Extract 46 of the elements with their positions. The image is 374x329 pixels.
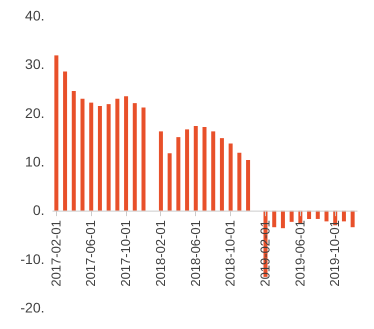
y-tick-label: -20.: [20, 300, 44, 316]
bar: [350, 210, 355, 228]
bar: [185, 129, 190, 211]
bar: [80, 98, 84, 211]
y-tick-label: 30.: [25, 56, 44, 72]
bar: [228, 144, 233, 211]
x-tick-label: 2017-10-01: [118, 220, 134, 287]
bar: [324, 210, 328, 222]
bar: [237, 152, 242, 211]
bar: [220, 138, 224, 211]
x-tick-label: 2019-02-01: [258, 220, 272, 287]
x-tick-label: 2018-02-01: [152, 220, 168, 287]
bar: [211, 131, 216, 211]
bar: [246, 160, 250, 211]
x-tick-label: 2018-10-01: [222, 220, 238, 287]
bar: [54, 55, 58, 211]
bar: [89, 102, 94, 211]
bar: [142, 107, 146, 211]
bar: [280, 210, 285, 228]
bar: [132, 103, 137, 211]
bar: [115, 98, 120, 211]
x-tick-label: 2017-02-01: [48, 220, 64, 287]
bar: [342, 210, 346, 222]
bar: [124, 96, 128, 211]
bar: [168, 153, 172, 211]
x-tick-label: 2019-10-01: [327, 220, 342, 287]
x-tick-label: 2017-06-01: [83, 220, 98, 287]
y-tick-label: 0.: [32, 202, 44, 218]
bar: [63, 71, 68, 211]
y-tick-label: 20.: [25, 104, 44, 121]
x-tick-label: 2019-06-01: [292, 220, 308, 287]
bar: [98, 106, 102, 211]
bar: [106, 104, 111, 211]
bar: [272, 210, 276, 228]
bar: [307, 210, 312, 219]
bar: [72, 90, 76, 211]
bar: [158, 131, 163, 211]
x-tick-label: 2018-06-01: [188, 220, 203, 287]
y-tick-label: 40.: [25, 8, 44, 24]
bar: [194, 126, 198, 211]
y-tick-label: -10.: [20, 250, 44, 267]
bar: [316, 210, 320, 219]
bar: [176, 137, 180, 211]
y-tick-label: 10.: [25, 154, 44, 170]
bar: [290, 210, 294, 222]
bar: [202, 126, 206, 211]
